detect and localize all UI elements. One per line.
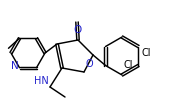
Text: Cl: Cl [124,60,133,70]
Text: HN: HN [34,76,49,86]
Text: N: N [11,61,19,71]
Text: O: O [86,59,94,69]
Text: O: O [73,25,81,35]
Text: Cl: Cl [141,49,151,59]
